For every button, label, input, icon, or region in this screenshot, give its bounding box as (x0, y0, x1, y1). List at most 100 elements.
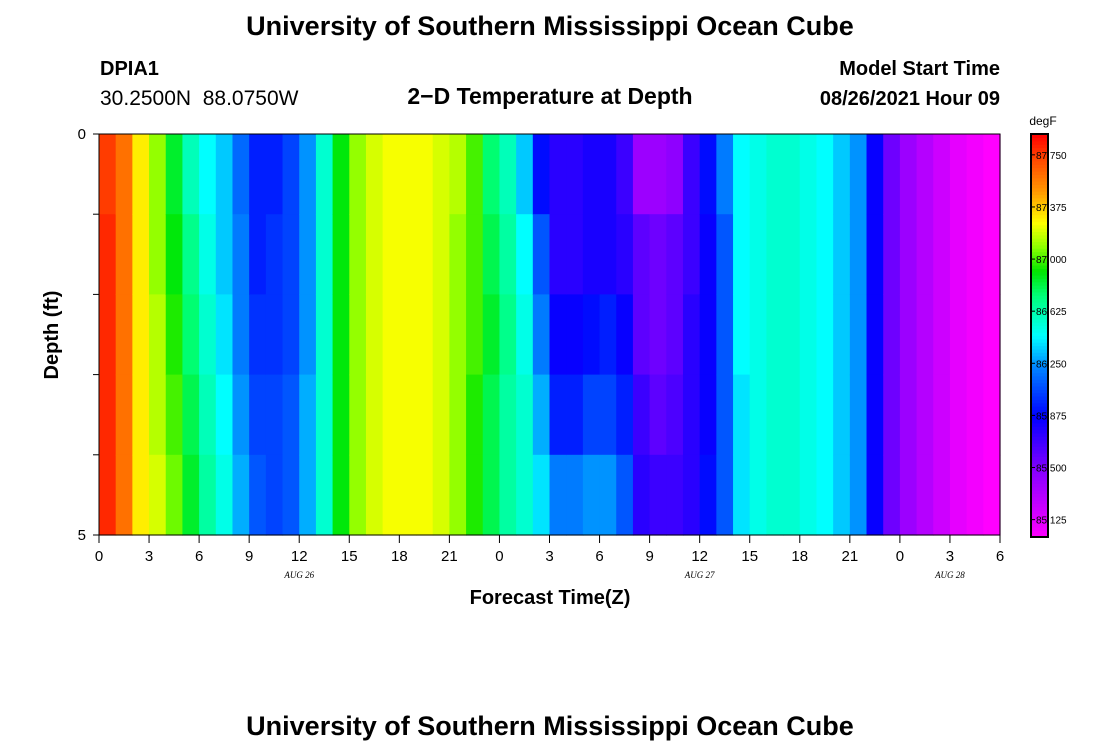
heatmap-cell (549, 134, 567, 215)
heatmap-cell (916, 294, 934, 376)
heatmap-cell (315, 214, 334, 295)
y-axis: 05 (78, 126, 99, 544)
heatmap-cell (849, 294, 868, 376)
heatmap-cell (199, 374, 217, 456)
heatmap-cell (299, 134, 317, 215)
heatmap-cell (766, 214, 784, 295)
colorbar-segment (1031, 526, 1048, 531)
heatmap-cell (799, 134, 818, 215)
heatmap-cell (666, 374, 684, 456)
heatmap-cell (566, 454, 584, 536)
heatmap-cell (132, 214, 150, 295)
colorbar-segment (1031, 154, 1048, 159)
colorbar-segment (1031, 449, 1048, 454)
heatmap-cell (649, 374, 667, 456)
x-date-label: AUG 27 (684, 570, 715, 580)
colorbar-segment (1031, 140, 1048, 145)
heatmap-cell (349, 134, 367, 215)
heatmap-cell (282, 454, 300, 536)
heatmap-cell (899, 214, 918, 295)
x-tick-label: 12 (291, 548, 308, 565)
heatmap-cell (349, 454, 367, 536)
heatmap-cell (549, 454, 567, 536)
colorbar-segment (1031, 345, 1048, 350)
heatmap-cell (382, 214, 400, 295)
heatmap-cell (115, 134, 133, 215)
heatmap-cell (399, 294, 417, 376)
colorbar-segment (1031, 493, 1048, 498)
heatmap-cell (149, 294, 167, 376)
colorbar-segment (1031, 362, 1048, 367)
colorbar-segment (1031, 476, 1048, 481)
heatmap-cell (849, 374, 868, 456)
colorbar-segment (1031, 500, 1048, 505)
heatmap-cell (749, 134, 768, 215)
heatmap-cell (99, 374, 117, 456)
heatmap-cell (215, 374, 234, 456)
heatmap-cell (816, 454, 834, 536)
heatmap-cell (99, 134, 117, 215)
colorbar-segment (1031, 328, 1048, 333)
heatmap-cell (182, 454, 200, 536)
colorbar-segment (1031, 285, 1048, 290)
colorbar-segment (1031, 157, 1048, 162)
heatmap-cell (482, 374, 501, 456)
heatmap-cell (966, 134, 984, 215)
heatmap-cell (949, 454, 968, 536)
heatmap-cell (499, 374, 517, 456)
colorbar-segment (1031, 228, 1048, 232)
x-tick-label: 3 (545, 548, 553, 565)
heatmap-cell (949, 374, 968, 456)
colorbar-segment (1031, 211, 1048, 216)
heatmap-cell (365, 294, 384, 376)
heatmap-cell (232, 294, 250, 376)
heatmap-cell (149, 134, 167, 215)
heatmap-cell (933, 454, 951, 536)
colorbar-segment (1031, 251, 1048, 256)
heatmap-cell (466, 454, 484, 536)
heatmap-cell (332, 134, 350, 215)
x-date-label: AUG 26 (283, 570, 314, 580)
heatmap-cell (232, 454, 250, 536)
heatmap-cell (265, 374, 284, 456)
heatmap-cell (365, 134, 384, 215)
colorbar-segment (1031, 382, 1048, 387)
heatmap-cell (199, 134, 217, 215)
colorbar-segment (1031, 187, 1048, 192)
colorbar-segment (1031, 510, 1048, 515)
heatmap-cell (532, 134, 551, 215)
heatmap-cell (265, 214, 284, 295)
colorbar-segment (1031, 399, 1048, 404)
colorbar-segment (1031, 295, 1048, 300)
heatmap-cell (599, 134, 617, 215)
heatmap-cell (632, 454, 651, 536)
heatmap-cell (365, 374, 384, 456)
colorbar-tick-label: 85.875 (1036, 411, 1067, 422)
colorbar-tick-label: 85.500 (1036, 464, 1067, 475)
heatmap-cell (165, 134, 184, 215)
colorbar-segment (1031, 523, 1048, 528)
heatmap-cell (165, 454, 184, 536)
colorbar-segment (1031, 369, 1048, 374)
figure-title: University of Southern Mississippi Ocean… (246, 11, 854, 41)
heatmap-cell (783, 454, 801, 536)
colorbar-segment (1031, 463, 1048, 468)
heatmap-cell (899, 374, 918, 456)
colorbar-segment (1031, 335, 1048, 340)
heatmap-cell (616, 374, 634, 456)
heatmap-cell (783, 134, 801, 215)
model-start-time: 08/26/2021 Hour 09 (820, 88, 1000, 110)
colorbar-segment (1031, 466, 1048, 471)
colorbar-segment (1031, 348, 1048, 353)
heatmap-cell (682, 374, 701, 456)
heatmap-cell (682, 134, 701, 215)
heatmap-cell (182, 134, 200, 215)
heatmap-cell (249, 134, 267, 215)
colorbar-segment (1031, 231, 1048, 236)
heatmap-cell (749, 374, 768, 456)
colorbar-segment (1031, 167, 1048, 172)
heatmap-cell (449, 454, 467, 536)
heatmap-cell (265, 454, 284, 536)
heatmap-cell (616, 214, 634, 295)
heatmap-cell (182, 374, 200, 456)
